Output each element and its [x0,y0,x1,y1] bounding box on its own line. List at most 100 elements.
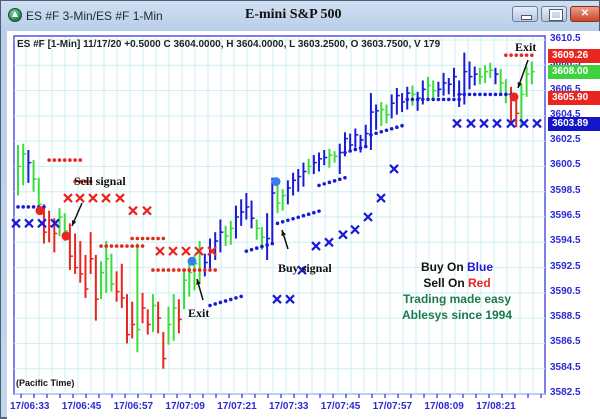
legend-tagline-2: Ablesys since 1994 [401,308,513,322]
target-x-mark [101,193,111,203]
stop-dot [135,236,140,241]
stop-dot [73,158,77,162]
timezone-note: (Pacific Time) [16,378,75,388]
maximize-icon [549,9,563,21]
stop-dot [208,268,212,272]
exit-label-1: Exit [188,306,210,320]
stop-dot [78,158,83,162]
stop-dot [99,244,103,248]
stop-dot [530,53,534,57]
stop-dot [498,92,503,97]
stop-dot [145,236,150,241]
x-axis-label: 17/06:57 [113,401,154,412]
stop-dot [270,241,275,246]
stop-dot [504,92,508,97]
target-x-mark [363,212,373,222]
stop-dot [306,212,311,217]
stop-dot [73,179,77,184]
maximize-button[interactable] [541,6,567,22]
stop-dot [296,215,301,220]
stop-dot [57,158,62,162]
y-axis-label: 3592.5 [550,260,581,272]
target-x-mark [519,118,529,129]
stop-dot [249,247,254,252]
title-bar[interactable]: ES #F 3-Min/ES #F 1-Min E-mini S&P 500 ✕ [1,1,600,31]
stop-dot [426,97,430,102]
stop-dot [151,268,155,272]
stop-dot [26,205,31,209]
stop-dot [405,97,410,102]
x-axis-label: 17/08:09 [424,401,464,412]
target-x-mark [142,205,152,216]
x-axis-label: 17/08:21 [476,401,516,412]
close-button[interactable]: ✕ [570,6,600,22]
stop-dot [109,244,114,248]
legend-box: Buy On Blue Sell On Red Trading made eas… [382,259,532,323]
stop-dot [125,244,129,248]
quote-info-line: ES #F [1-Min] 11/17/20 +0.5000 C 3604.00… [17,39,441,50]
stop-dot [83,179,88,184]
stop-dot [504,53,508,57]
legend-sell-color: Red [468,276,491,290]
stop-dot [374,131,378,136]
legend-sell-line: Sell On Red [382,275,532,291]
y-axis-label: 3610.5 [550,33,581,44]
target-x-mark [63,193,73,203]
x-axis-label: 17/07:21 [217,401,257,412]
price-tag: 3609.26 [548,48,600,63]
stop-dot [301,213,306,218]
target-x-mark [466,118,476,129]
signal-marker [61,231,71,241]
price-tag: 3605.90 [548,91,600,106]
close-icon: ✕ [580,8,590,19]
target-x-mark [311,241,321,251]
stop-dot [161,268,166,272]
stop-dot [509,53,513,57]
stop-dot [213,268,218,272]
stop-dot [514,53,519,57]
stop-dot [140,244,145,248]
stop-dot [410,97,415,102]
stop-dot [280,220,285,224]
stop-dot [493,92,498,97]
stop-dot [52,158,57,162]
stop-dot [192,268,197,272]
stop-dot [208,303,212,308]
stop-dot [187,268,192,272]
exit-arrow-2-head [517,82,523,88]
stop-dot [47,158,51,162]
stop-dot [327,180,332,185]
stop-dot [234,296,238,300]
stop-dot [104,244,109,248]
legend-sell-prefix: Sell On [423,276,468,290]
stop-dot [88,179,93,184]
stop-dot [286,218,290,223]
sell-signal-label: Sell signal [74,174,126,188]
legend-buy-line: Buy On Blue [382,259,532,275]
y-axis-label: 3608.5 [550,58,600,69]
window-title: ES #F 3-Min/ES #F 1-Min [26,9,163,23]
legend-tagline-1: Trading made easy [402,292,512,306]
target-x-mark [338,229,348,240]
x-axis-label: 17/07:57 [372,401,413,412]
stop-dot [436,97,441,102]
stop-dot [478,92,482,97]
y-axis-label: 3588.5 [550,311,581,323]
minimize-icon [521,15,532,20]
y-axis-label: 3594.5 [550,235,581,247]
stop-dot [379,129,384,134]
target-x-mark [297,265,307,275]
target-x-mark [272,294,282,304]
stop-dot [488,92,493,97]
stop-dot [62,158,67,162]
stop-dot [31,205,36,209]
target-x-mark [532,118,542,129]
stop-dot [260,244,264,249]
stop-dot [120,244,124,248]
signal-marker [271,177,281,187]
target-x-mark [168,246,178,256]
minimize-button[interactable] [512,6,538,22]
x-axis-label: 17/07:33 [269,401,309,412]
stop-dot [156,268,160,272]
